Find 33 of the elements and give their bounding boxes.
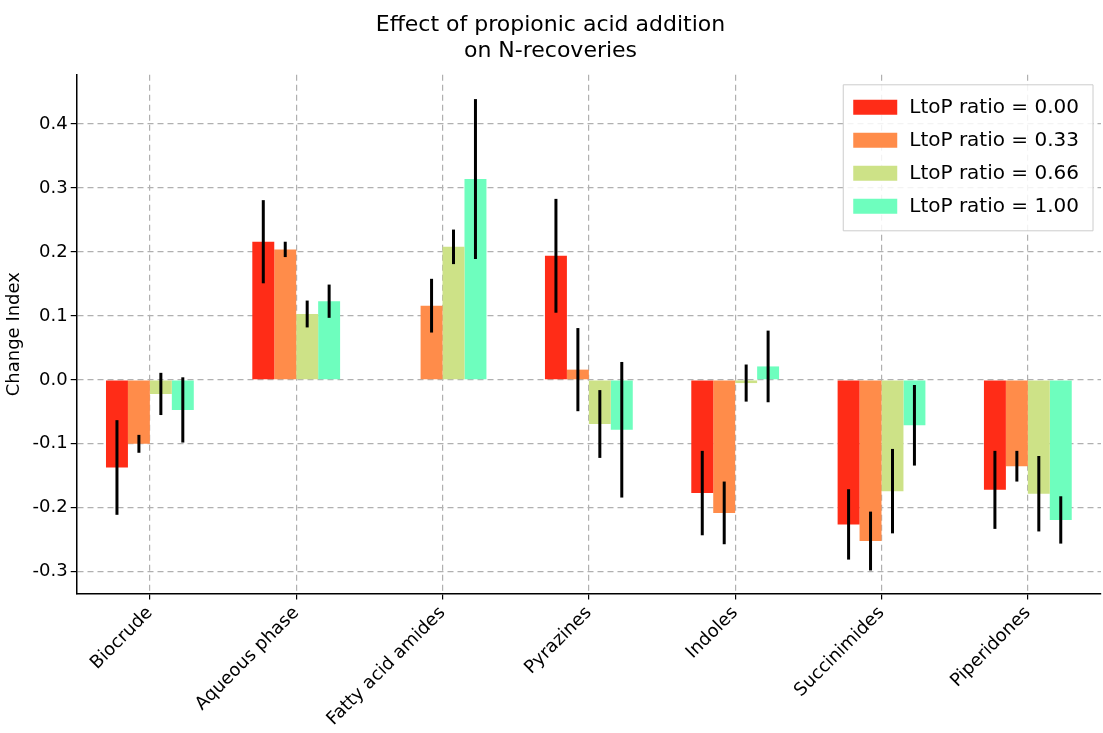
bar	[983, 380, 1006, 490]
bar	[1049, 380, 1072, 520]
bar	[1027, 380, 1050, 494]
bar	[420, 305, 443, 380]
y-tick-label: -0.3	[32, 559, 68, 581]
y-axis-title: Change Index	[2, 271, 24, 397]
bar	[105, 380, 128, 468]
bar	[691, 380, 714, 494]
bar	[127, 380, 150, 444]
y-tick-label: -0.2	[32, 495, 68, 517]
legend-label: LtoP ratio = 0.00	[909, 94, 1080, 118]
bar	[442, 246, 465, 380]
bar	[296, 313, 319, 380]
bar	[544, 255, 567, 380]
bar	[464, 179, 487, 380]
y-tick-label: 0.2	[39, 239, 68, 261]
bar	[1005, 380, 1028, 467]
legend-label: LtoP ratio = 1.00	[909, 193, 1080, 217]
bar	[713, 380, 736, 513]
y-tick-label: 0.3	[39, 175, 68, 197]
bar	[318, 301, 341, 380]
y-tick-label: 0.0	[39, 367, 68, 389]
bar	[881, 380, 904, 492]
legend-label: LtoP ratio = 0.33	[909, 127, 1080, 151]
y-tick-label: 0.4	[39, 111, 68, 133]
chart-title: Effect of propionic acid addition on N-recoveries	[375, 10, 726, 63]
legend-label: LtoP ratio = 0.66	[909, 160, 1080, 184]
y-tick-label: 0.1	[39, 303, 68, 325]
bar	[252, 241, 275, 380]
y-tick-label: -0.1	[32, 431, 68, 453]
bar	[837, 380, 860, 525]
bar	[859, 380, 882, 542]
bar	[274, 249, 297, 380]
